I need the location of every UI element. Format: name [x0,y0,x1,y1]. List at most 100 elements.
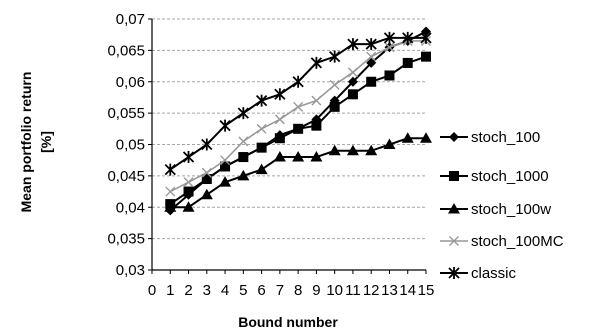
data-point [201,174,212,185]
data-point [310,56,323,69]
data-point [219,176,232,187]
y-tick-label: 0,07 [116,11,145,28]
legend-label: stoch_1000 [471,168,549,185]
y-tick-label: 0,045 [107,168,145,185]
x-tick-label: 7 [276,282,284,299]
legend-marker [449,171,459,181]
data-point [311,120,322,131]
data-point [328,144,341,156]
x-tick-label: 0 [148,282,156,299]
data-point [365,144,378,156]
data-point [274,133,285,144]
data-point [383,138,396,149]
x-tick-label: 10 [326,282,343,299]
data-point [256,123,267,134]
x-tick-label: 6 [257,282,265,299]
data-point [274,88,286,101]
data-point [366,76,377,87]
series-stoch_100 [165,26,431,216]
legend-marker [448,267,460,279]
x-tick-label: 4 [221,282,229,299]
y-axis-title: Mean portfolio return [%] [18,72,54,213]
x-tick-label: 9 [312,282,320,299]
legend-item-stoch_100: stoch_100 [440,129,540,146]
legend-label: stoch_100 [471,129,540,146]
data-point [273,151,286,162]
y-tick-label: 0,065 [107,42,145,59]
data-point [310,151,323,162]
legend-item-stoch_100MC: stoch_100MC [440,233,564,250]
data-point [402,31,414,44]
data-point [420,132,432,143]
data-point [201,167,212,178]
series-line [169,40,426,193]
data-point [220,155,231,166]
data-point [347,38,359,51]
legend-item-stoch_100w: stoch_100w [440,201,551,218]
data-point [182,201,195,212]
x-tick-label: 8 [294,282,302,299]
data-point [255,163,268,175]
axes [148,18,427,274]
legend: stoch_100 stoch_1000 stoch_100w stoch_100MC… [440,129,564,282]
series-stoch_100w [164,132,432,212]
data-point [384,70,395,81]
y-tick-label: 0,035 [107,231,145,248]
data-point [329,50,341,63]
x-tick-label: 5 [239,282,247,299]
series-classic [164,31,432,176]
y-tick-label: 0,04 [116,199,145,216]
data-point [237,107,249,120]
data-point [420,31,432,44]
data-point [219,119,231,132]
x-tick-label: 12 [363,282,380,299]
data-point [347,67,358,78]
series-line [169,36,426,171]
legend-label: stoch_100w [471,201,551,218]
legend-marker [448,203,460,214]
data-point [366,57,377,68]
data-point [183,186,194,197]
x-tick-label: 13 [381,282,398,299]
legend-marker [449,132,459,142]
x-tick-label: 2 [184,282,192,299]
data-point [384,42,395,53]
x-tick-label: 14 [399,282,416,299]
data-point [365,38,377,51]
data-point [220,161,231,172]
x-tick-label: 3 [203,282,211,299]
series-group [164,26,432,216]
legend-label: classic [471,265,517,282]
data-point [346,144,359,156]
x-tick-label: 11 [345,282,361,299]
legend-marker [449,236,459,246]
data-point [366,51,377,62]
x-tick-labels: 0 1 2 3 4 5 6 7 8 9 10 11 12 13 14 15 [148,282,435,299]
data-point [329,79,340,90]
data-point [182,151,195,164]
y-axis-title-line-2: [%] [38,131,54,153]
y-axis-title-line-1: Mean portfolio return [18,72,34,213]
data-point [164,201,177,212]
legend-item-stoch_1000: stoch_1000 [440,168,549,185]
data-point [421,51,431,62]
data-point [183,177,194,188]
data-point [383,31,396,44]
data-point [201,138,213,151]
data-point [237,169,250,181]
x-tick-label: 1 [166,282,174,299]
data-point [164,163,176,176]
y-tick-label: 0,03 [116,262,145,279]
y-tick-labels: 0,03 0,035 0,04 0,045 0,05 0,055 0,06 0,065 0,07 [107,11,145,279]
data-point [200,188,213,200]
x-axis-title: Bound number [238,314,338,330]
y-tick-label: 0,05 [116,137,145,154]
data-point [293,123,304,134]
data-point [293,101,304,112]
series-stoch_1000 [165,51,431,210]
data-point [421,26,431,37]
y-tick-label: 0,06 [116,74,145,91]
data-point [401,132,414,143]
data-point [274,114,285,125]
data-point [347,76,358,87]
